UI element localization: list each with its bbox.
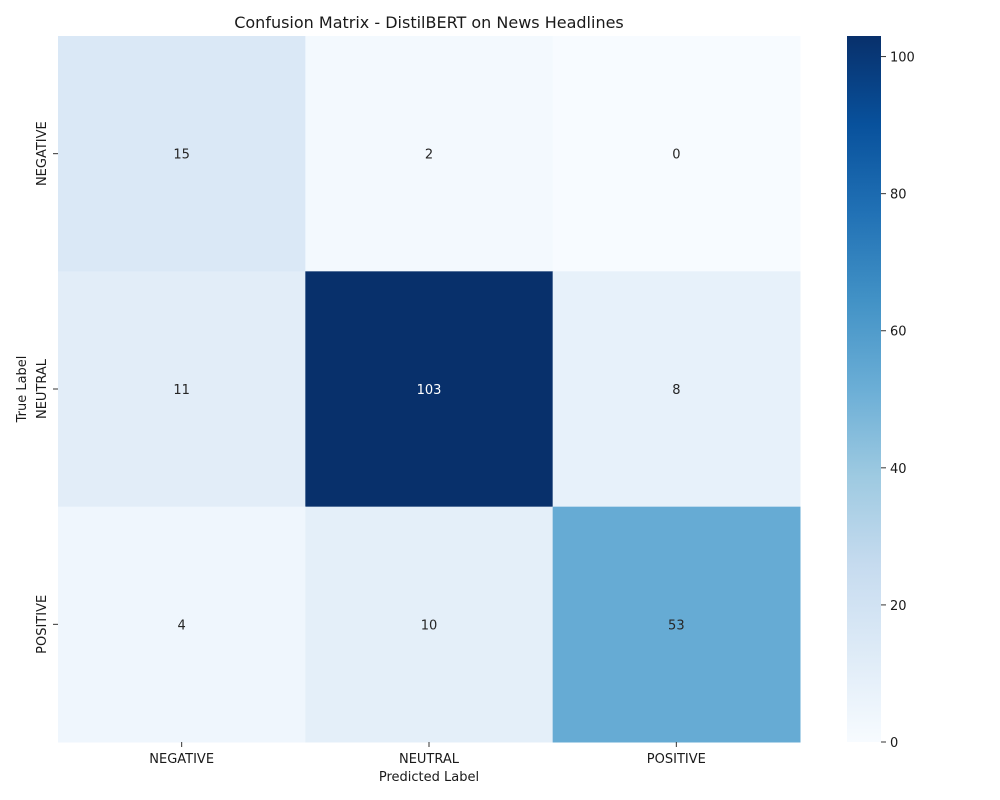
- y-tick-label: POSITIVE: [35, 595, 50, 654]
- heatmap-cell: [552, 36, 801, 272]
- colorbar-tick-label: 40: [890, 462, 907, 477]
- cell-value-label: 2: [425, 148, 433, 163]
- colorbar-tick-label: 60: [890, 325, 907, 340]
- x-tick-label: POSITIVE: [647, 752, 706, 767]
- x-tick-label: NEUTRAL: [399, 752, 460, 767]
- x-axis: NEGATIVE NEUTRAL POSITIVE: [149, 742, 706, 767]
- y-axis-label: True Label: [15, 356, 30, 424]
- colorbar-tick-label: 100: [890, 51, 915, 66]
- cell-value-label: 8: [672, 383, 680, 398]
- cell-value-label: 15: [173, 148, 190, 163]
- cell-value-label: 53: [668, 618, 685, 633]
- heatmap-cell: [552, 271, 801, 508]
- cell-value-label: 103: [417, 383, 442, 398]
- x-tick-label: NEGATIVE: [149, 752, 214, 767]
- heatmap-cell: [58, 271, 306, 508]
- cell-value-label: 10: [421, 618, 438, 633]
- heatmap-cell: [305, 506, 554, 743]
- heatmap-cell: [305, 36, 554, 272]
- heatmap-cell: [58, 36, 306, 272]
- heatmap-cell-labels: 15 2 0 11 103 8 4 10 53: [173, 148, 684, 634]
- y-tick-label: NEUTRAL: [35, 358, 50, 419]
- colorbar-axis: 0 20 40 60 80 100: [881, 51, 915, 751]
- cell-value-label: 4: [178, 618, 186, 633]
- colorbar: [847, 36, 881, 742]
- y-axis: NEGATIVE NEUTRAL POSITIVE: [35, 121, 58, 654]
- x-axis-label: Predicted Label: [379, 770, 479, 785]
- heatmap-cell: [552, 506, 801, 743]
- heatmap-cells: [58, 36, 801, 743]
- chart-title: Confusion Matrix - DistilBERT on News He…: [234, 13, 624, 32]
- heatmap-cell: [305, 271, 554, 508]
- heatmap-cell: [58, 506, 306, 743]
- y-tick-label: NEGATIVE: [35, 121, 50, 186]
- colorbar-tick-label: 80: [890, 188, 907, 203]
- cell-value-label: 11: [173, 383, 190, 398]
- colorbar-tick-label: 0: [890, 736, 898, 751]
- cell-value-label: 0: [672, 148, 680, 163]
- colorbar-tick-label: 20: [890, 599, 907, 614]
